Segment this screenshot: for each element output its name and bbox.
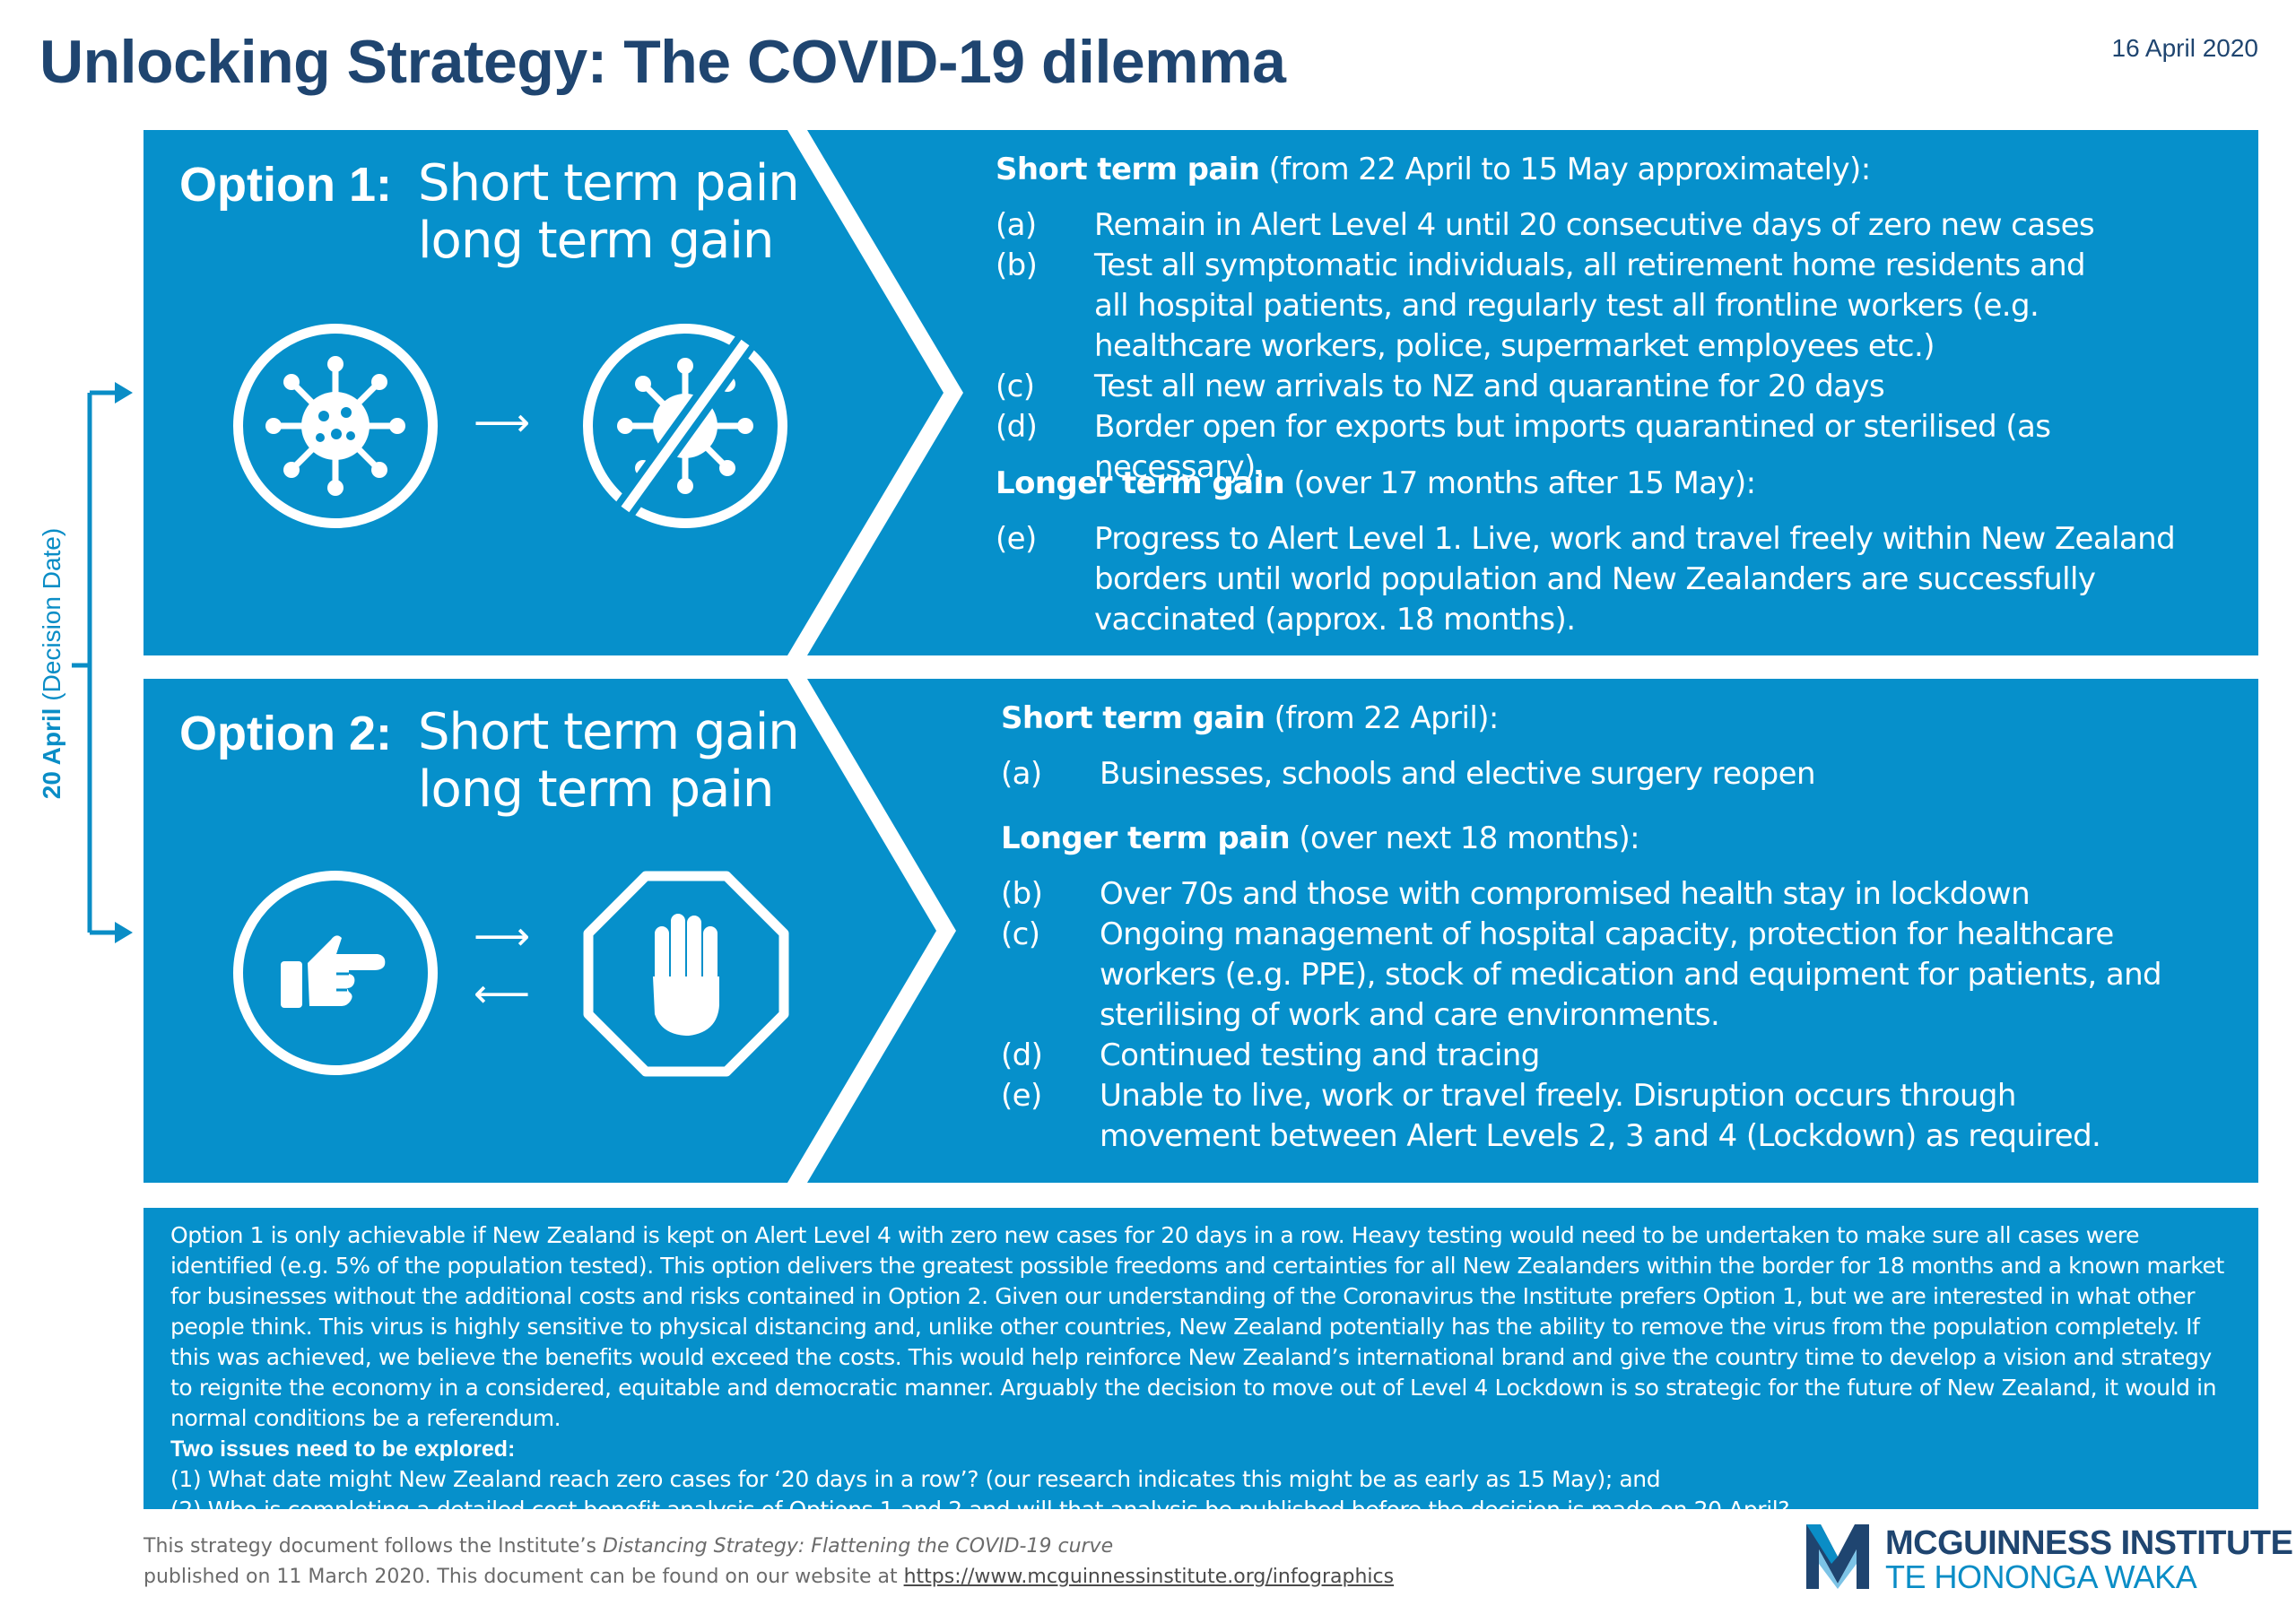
decision-date-note: (Decision Date) bbox=[38, 527, 65, 701]
option-2-short-heading: Short term gain (from 22 April): bbox=[1001, 699, 1499, 739]
option-2-subtitle-line1: Short term gain bbox=[418, 703, 800, 761]
option-1-long-heading: Longer term gain (over 17 months after 1… bbox=[996, 464, 1756, 504]
summary-issues-heading: Two issues need to be explored: bbox=[170, 1436, 516, 1462]
option-2-content: Short term gain (from 22 April): (a) Bus… bbox=[1001, 699, 2257, 1174]
logo-maori-name: TE HONONGA WAKA bbox=[1885, 1558, 2197, 1595]
summary-box: Option 1 is only achievable if New Zeala… bbox=[144, 1208, 2258, 1523]
option-2-subtitle-line2: long term pain bbox=[418, 760, 774, 819]
option-1-short-heading: Short term pain (from 22 April to 15 May… bbox=[996, 150, 1871, 190]
option-1-arrow: ⟶ bbox=[474, 401, 531, 445]
option-1-subtitle-line1: Short term pain bbox=[418, 154, 800, 213]
list-item-label: (c) bbox=[1001, 916, 1040, 952]
summary-issue-1: (1) What date might New Zealand reach ze… bbox=[170, 1466, 1661, 1492]
decision-timeline bbox=[0, 377, 144, 959]
list-item-label: (e) bbox=[1001, 1078, 1042, 1114]
list-item-label: (d) bbox=[996, 409, 1038, 445]
footer-note: This strategy document follows the Insti… bbox=[144, 1532, 1394, 1593]
list-item-text: Over 70s and those with compromised heal… bbox=[1100, 876, 2031, 912]
infographics-link[interactable]: https://www.mcguinnessinstitute.org/info… bbox=[903, 1566, 1395, 1588]
option-2-short-heading-bold: Short term gain bbox=[1001, 700, 1265, 736]
option-1-subtitle: Short term pain long term gain bbox=[418, 154, 800, 270]
logo-name: MCGUINNESS INSTITUTE bbox=[1885, 1524, 2293, 1562]
virus-icon bbox=[233, 324, 438, 528]
option-1-short-heading-rest: (from 22 April to 15 May approximately): bbox=[1259, 152, 1872, 187]
list-item-label: (b) bbox=[1001, 876, 1043, 912]
list-item-label: (b) bbox=[996, 247, 1038, 283]
option-2-panel: Option 2: Short term gain long term pain… bbox=[144, 679, 2258, 1183]
list-item-label: (a) bbox=[996, 207, 1037, 243]
decision-date-label: 20 April (Decision Date) bbox=[38, 528, 66, 799]
list-item-label: (e) bbox=[996, 521, 1037, 557]
logo-mark-icon bbox=[1806, 1524, 1869, 1589]
decision-date: 20 April bbox=[38, 707, 65, 800]
option-1-content: Short term pain (from 22 April to 15 May… bbox=[996, 150, 2251, 652]
option-1-subtitle-line2: long term gain bbox=[418, 212, 774, 270]
list-item-text: Test all symptomatic individuals, all re… bbox=[1094, 247, 2086, 364]
option-2-long-heading-bold: Longer term pain bbox=[1001, 820, 1291, 856]
footer-referenced-title: Distancing Strategy: Flattening the COVI… bbox=[602, 1535, 1114, 1558]
list-item-text: Unable to live, work or travel freely. D… bbox=[1100, 1078, 2101, 1154]
option-2-number: Option 2: bbox=[179, 707, 392, 760]
no-virus-icon bbox=[583, 324, 787, 528]
list-item-text: Test all new arrivals to NZ and quaranti… bbox=[1094, 369, 1885, 404]
option-1-long-heading-rest: (over 17 months after 15 May): bbox=[1284, 465, 1756, 501]
list-item-label: (a) bbox=[1001, 756, 1042, 792]
list-item-label: (d) bbox=[1001, 1037, 1043, 1073]
list-item-label: (c) bbox=[996, 369, 1035, 404]
summary-issue-2: (2) Who is completing a detailed cost be… bbox=[170, 1497, 1790, 1523]
footer-line-2: published on 11 March 2020. This documen… bbox=[144, 1562, 1394, 1593]
footer-line-2-text: published on 11 March 2020. This documen… bbox=[144, 1566, 904, 1588]
option-1-number: Option 1: bbox=[179, 158, 392, 212]
page-title: Unlocking Strategy: The COVID-19 dilemma bbox=[39, 28, 1286, 96]
option-2-arrow-right: ⟶ bbox=[474, 915, 531, 959]
footer-line-1-text: This strategy document follows the Insti… bbox=[144, 1535, 603, 1558]
list-item-text: Border open for exports but imports quar… bbox=[1094, 409, 2051, 485]
mcguinness-institute-logo: MCGUINNESS INSTITUTE TE HONONGA WAKA bbox=[1806, 1524, 2293, 1596]
option-1-long-heading-bold: Longer term gain bbox=[996, 465, 1285, 501]
option-2-arrow-left: ⟵ bbox=[474, 972, 531, 1016]
summary-paragraph: Option 1 is only achievable if New Zeala… bbox=[170, 1222, 2224, 1431]
option-1-panel: Option 1: Short term pain long term gain bbox=[144, 130, 2258, 655]
list-item-text: Progress to Alert Level 1. Live, work an… bbox=[1094, 521, 2176, 638]
list-item-text: Remain in Alert Level 4 until 20 consecu… bbox=[1094, 207, 2095, 243]
list-item-text: Continued testing and tracing bbox=[1100, 1037, 1540, 1073]
option-1-short-heading-bold: Short term pain bbox=[996, 152, 1260, 187]
list-item-text: Ongoing management of hospital capacity,… bbox=[1100, 916, 2162, 1033]
option-2-long-heading: Longer term pain (over next 18 months): bbox=[1001, 819, 1640, 859]
list-item-text: Businesses, schools and elective surgery… bbox=[1100, 756, 1816, 792]
option-2-long-heading-rest: (over next 18 months): bbox=[1290, 820, 1640, 856]
option-2-subtitle: Short term gain long term pain bbox=[418, 703, 800, 819]
thumbs-up-icon bbox=[233, 871, 438, 1075]
stop-hand-icon bbox=[583, 871, 789, 1077]
document-date: 16 April 2020 bbox=[2111, 34, 2258, 62]
option-2-short-heading-rest: (from 22 April): bbox=[1265, 700, 1500, 736]
timeline-bracket bbox=[72, 382, 133, 943]
footer-line-1: This strategy document follows the Insti… bbox=[144, 1532, 1394, 1562]
